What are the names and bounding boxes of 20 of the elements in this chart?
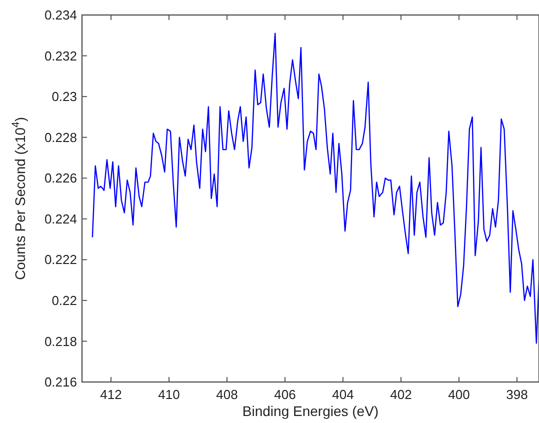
- y-tick-label: 0.22: [52, 292, 77, 308]
- y-tick-label: 0.226: [44, 170, 77, 186]
- y-tick-label: 0.224: [44, 211, 77, 226]
- y-tick-label: 0.232: [44, 48, 77, 64]
- y-tick-label: 0.222: [44, 252, 77, 268]
- x-tick-label: 400: [448, 387, 470, 402]
- x-axis-title: Binding Energies (eV): [242, 403, 379, 419]
- x-tick-label: 402: [390, 387, 412, 402]
- y-tick-label: 0.216: [44, 374, 77, 390]
- y-tick-label: 0.218: [44, 334, 77, 349]
- x-tick-label: 406: [274, 387, 296, 402]
- x-tick-label: 410: [158, 387, 180, 402]
- y-tick-label: 0.228: [44, 130, 77, 145]
- y-tick-label: 0.234: [44, 8, 77, 23]
- x-tick-label: 398: [506, 387, 528, 402]
- line-series: [92, 32, 539, 344]
- y-tick-label: 0.23: [52, 89, 77, 104]
- x-tick-label: 408: [216, 387, 238, 402]
- x-tick-label: 412: [100, 387, 122, 402]
- x-tick-label: 404: [332, 387, 354, 402]
